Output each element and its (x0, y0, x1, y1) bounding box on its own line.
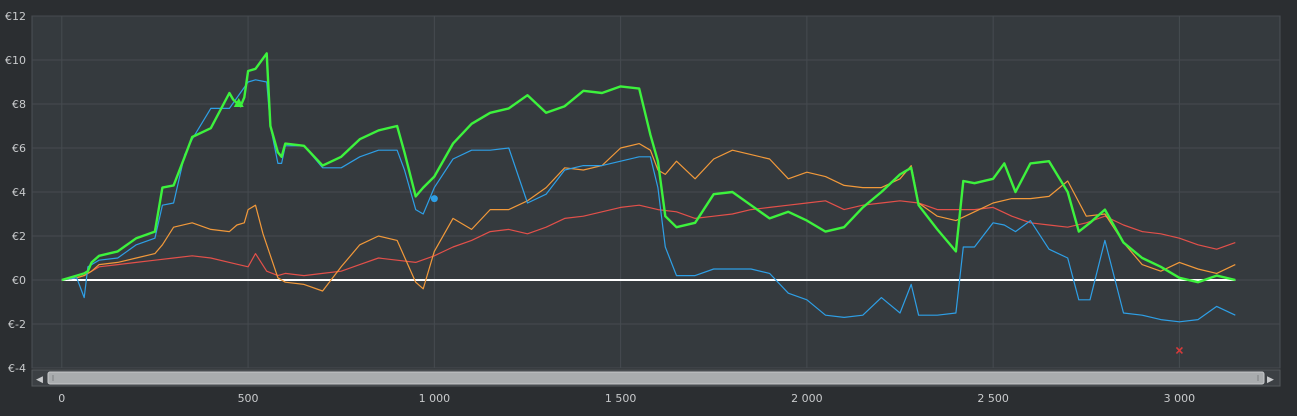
series-line-blue (61, 79, 1236, 323)
y-tick-label: €8 (12, 98, 26, 111)
y-tick-label: €12 (5, 10, 26, 23)
y-tick-label: €4 (12, 186, 26, 199)
y-tick-label: €-4 (8, 362, 26, 375)
x-axis: 0 500 1 000 1 500 2 000 2 500 3 000 (58, 392, 1195, 405)
series-group (61, 52, 1236, 323)
x-tick-label: 2 000 (791, 392, 823, 405)
triangle-marker (233, 98, 244, 107)
horizontal-scrollbar[interactable]: ◀ ▶ (31, 369, 1281, 387)
scroll-right-arrow-icon[interactable]: ▶ (1267, 375, 1274, 385)
y-tick-label: €10 (5, 54, 26, 67)
y-axis: €-4 €-2 €0 €2 €4 €6 €8 €10 €12 (5, 10, 26, 375)
series-line-orange (61, 143, 1236, 292)
x-tick-label: 2 500 (977, 392, 1009, 405)
y-tick-label: €2 (12, 230, 26, 243)
x-tick-label: 1 500 (605, 392, 637, 405)
marker-group (233, 98, 1183, 354)
series-line-red (61, 200, 1236, 281)
x-tick-label: 500 (238, 392, 259, 405)
cross-marker (1175, 346, 1183, 354)
x-tick-label: 3 000 (1164, 392, 1196, 405)
scrollbar-thumb[interactable] (47, 371, 1265, 385)
scroll-left-arrow-icon[interactable]: ◀ (36, 375, 43, 385)
series-line-green (61, 52, 1236, 284)
circle-marker (430, 195, 438, 203)
x-tick-label: 0 (58, 392, 65, 405)
x-tick-label: 1 000 (419, 392, 451, 405)
y-tick-label: €6 (12, 142, 26, 155)
y-tick-label: €-2 (8, 318, 26, 331)
y-tick-label: €0 (12, 274, 26, 287)
